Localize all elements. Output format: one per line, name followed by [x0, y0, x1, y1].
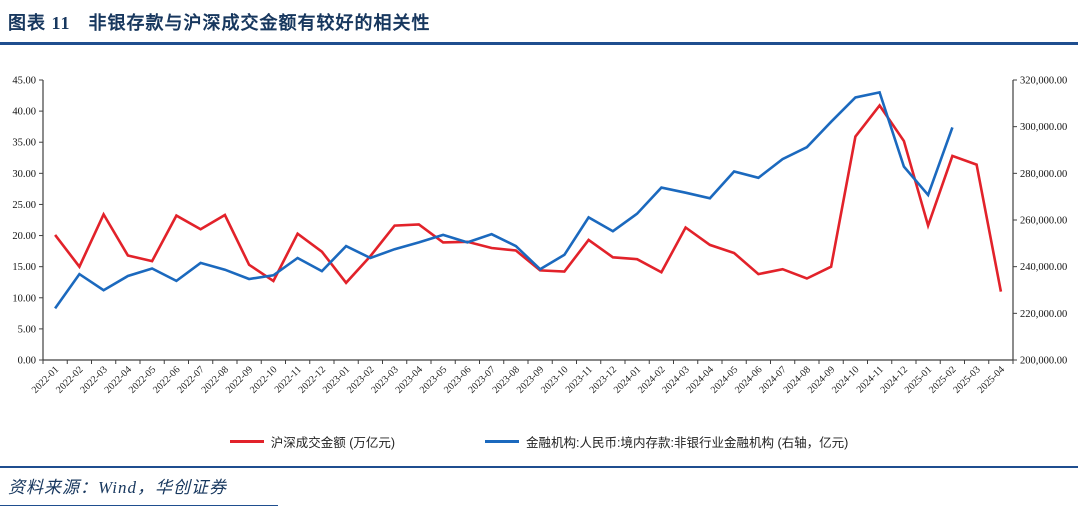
chart-area: 0.00 5.00 10.00 15.00 20.00 25.00 30.00 35.00 40…	[0, 48, 1078, 425]
figure-header: 图表 11 非银存款与沪深成交金额有较好的相关性	[0, 0, 1078, 45]
series-line-0	[54, 103, 1003, 292]
page-title: 非银存款与沪深成交金额有较好的相关性	[88, 13, 431, 33]
left-axis-tick-label: 10.00	[12, 293, 36, 304]
red-line-swatch	[229, 439, 264, 443]
source-note: 资料来源：Wind，华创证券	[8, 478, 227, 497]
left-axis-tick-label: 5.00	[18, 324, 36, 335]
right-axis-tick-label: 260,000.00	[1020, 216, 1067, 227]
legend-item-nonbank-deposits: 金融机构:人民币:境内存款:非银行业金融机构 (右轴，亿元)	[485, 432, 848, 451]
left-axis-tick-label: 35.00	[12, 138, 36, 149]
right-axis-tick-label: 220,000.00	[1020, 309, 1067, 320]
blue-line-swatch	[485, 439, 520, 443]
right-axis-tick-label: 320,000.00	[1020, 76, 1067, 87]
right-axis-tick-label: 280,000.00	[1020, 169, 1067, 180]
left-axis-tick-label: 15.00	[12, 262, 36, 273]
right-axis-tick-label: 200,000.00	[1020, 356, 1067, 367]
legend-label-nonbank-deposits: 金融机构:人民币:境内存款:非银行业金融机构 (右轴，亿元)	[526, 435, 849, 450]
chart-legend: 沪深成交金额 (万亿元) 金融机构:人民币:境内存款:非银行业金融机构 (右轴，…	[0, 431, 1078, 451]
right-axis-tick-label: 300,000.00	[1020, 122, 1067, 133]
correlation-line-chart: 0.00 5.00 10.00 15.00 20.00 25.00 30.00 35.00 40…	[12, 76, 1067, 396]
left-axis-tick-label: 40.00	[12, 107, 36, 118]
x-axis-label: 2025-04	[976, 364, 1007, 395]
figure-footer: 资料来源：Wind，华创证券	[0, 466, 1078, 506]
series-line-1	[54, 90, 954, 310]
right-axis-tick-label: 240,000.00	[1020, 262, 1067, 273]
legend-item-hushen-turnover: 沪深成交金额 (万亿元)	[229, 432, 396, 451]
left-axis-tick-label: 20.00	[12, 231, 36, 242]
left-axis-tick-label: 30.00	[12, 169, 36, 180]
left-axis-tick-label: 0.00	[18, 356, 36, 367]
figure-number: 图表 11	[8, 13, 71, 33]
left-axis-tick-label: 45.00	[12, 76, 36, 87]
legend-label-hushen-turnover: 沪深成交金额 (万亿元)	[270, 435, 396, 450]
left-axis-tick-label: 25.00	[12, 200, 36, 211]
